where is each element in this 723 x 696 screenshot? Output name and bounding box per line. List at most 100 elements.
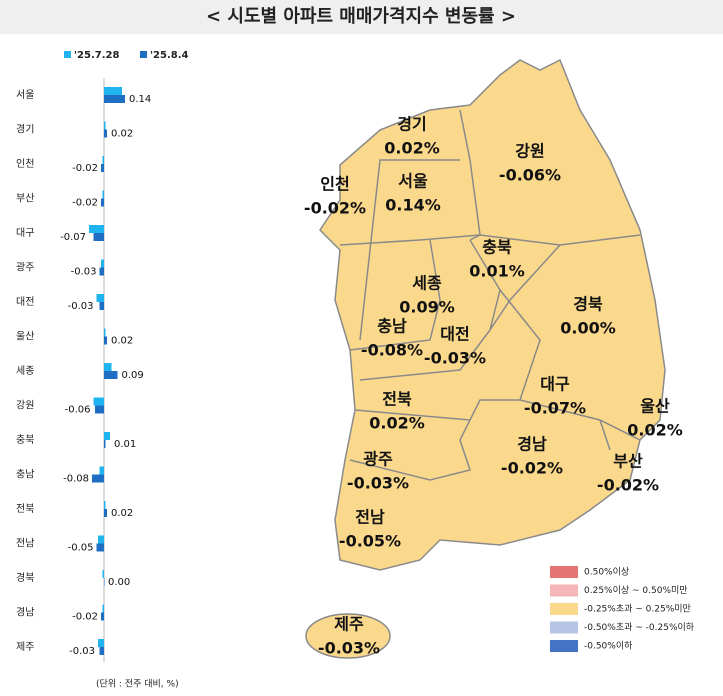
bar	[104, 578, 105, 586]
value-label: 0.02	[111, 129, 133, 140]
region-value: -0.02%	[304, 199, 366, 218]
region-value: 0.00%	[560, 319, 616, 338]
legend-swatch	[140, 51, 147, 58]
bar	[102, 604, 104, 613]
value-label: -0.06	[65, 405, 91, 416]
region-name: 세종	[412, 274, 442, 293]
region-value: 0.09%	[399, 298, 455, 317]
bar	[95, 405, 104, 414]
value-label: 0.14	[129, 94, 151, 105]
value-label: -0.03	[71, 267, 97, 278]
category-label: 대구	[16, 227, 34, 239]
map-jeju	[305, 613, 391, 659]
category-label: 부산	[16, 193, 34, 205]
category-label: 경북	[16, 571, 34, 584]
category-label: 서울	[16, 89, 34, 101]
bar	[92, 474, 104, 483]
bar	[104, 440, 106, 448]
region-name: 부산	[613, 452, 643, 471]
category-label: 인천	[16, 158, 34, 170]
bar	[98, 535, 104, 544]
category-label: 강원	[16, 400, 34, 412]
region-value: 0.02%	[627, 421, 683, 440]
region-name: 광주	[363, 450, 393, 469]
region-value: 0.02%	[369, 414, 425, 433]
bar	[104, 363, 112, 371]
region-name: 경남	[517, 435, 547, 454]
bar	[104, 432, 110, 440]
map-legend-label: 0.50%이상	[584, 567, 629, 578]
region-name: 충북	[482, 238, 512, 257]
category-label: 경남	[16, 606, 34, 619]
region-name: 경기	[397, 115, 426, 134]
map-land	[319, 58, 666, 571]
map	[305, 58, 666, 659]
value-label: -0.02	[72, 198, 98, 209]
value-label: -0.02	[72, 612, 98, 623]
bar	[104, 87, 122, 95]
region-value: -0.08%	[361, 341, 423, 360]
region-name: 전북	[382, 390, 412, 409]
region-name: 제주	[334, 615, 364, 634]
bar	[104, 501, 106, 509]
map-legend-swatch	[550, 584, 578, 597]
category-label: 광주	[16, 262, 34, 274]
region-value: -0.05%	[339, 532, 401, 551]
bar	[102, 156, 104, 164]
region-value: -0.03%	[424, 349, 486, 368]
bar	[99, 647, 104, 655]
value-label: -0.07	[60, 232, 86, 243]
region-name: 서울	[398, 172, 428, 191]
bar	[104, 129, 107, 138]
bar	[102, 570, 104, 578]
value-label: -0.03	[68, 301, 94, 312]
category-label: 경기	[16, 123, 34, 136]
bar	[99, 302, 104, 310]
region-name: 대구	[540, 375, 570, 394]
category-label: 대전	[16, 296, 34, 308]
bar	[104, 336, 107, 345]
region-name: 경북	[573, 295, 603, 314]
region-value: 0.01%	[469, 262, 525, 281]
category-label: 충남	[16, 469, 34, 481]
title: < 시도별 아파트 매매가격지수 변동률 >	[206, 6, 516, 27]
bar	[102, 190, 104, 199]
map-legend-swatch	[550, 621, 578, 634]
bar	[89, 225, 104, 233]
map-legend-label: -0.50%초과 ~ -0.25%이하	[584, 622, 695, 633]
bar	[98, 639, 104, 647]
note: (단위 : 전주 대비, %)	[96, 679, 179, 690]
legend-swatch	[64, 51, 71, 58]
region-name: 대전	[440, 325, 469, 344]
bar	[96, 543, 104, 552]
bar	[104, 121, 106, 130]
value-label: -0.02	[72, 163, 98, 174]
value-label: -0.03	[69, 646, 95, 657]
region-value: 0.02%	[384, 139, 440, 158]
map-legend-swatch	[550, 640, 578, 652]
region-value: -0.02%	[597, 476, 659, 495]
region-name: 전남	[355, 508, 385, 527]
bar	[104, 328, 106, 337]
category-label: 충북	[16, 434, 34, 446]
region-name: 충남	[377, 317, 407, 336]
bar	[104, 371, 118, 379]
value-label: 0.01	[114, 439, 136, 450]
category-label: 전북	[16, 503, 34, 515]
map-borders	[339, 109, 641, 481]
map-legend-label: 0.25%이상 ~ 0.50%미만	[584, 585, 688, 596]
legend-label: '25.7.28	[74, 50, 119, 61]
value-label: -0.05	[68, 543, 94, 554]
value-label: 0.02	[111, 336, 133, 347]
map-legend-label: -0.25%초과 ~ 0.25%미만	[584, 604, 691, 615]
value-label: 0.02	[111, 508, 133, 519]
bar	[99, 267, 104, 276]
bar	[104, 95, 125, 103]
region-value: -0.03%	[347, 474, 409, 493]
bar	[93, 233, 104, 241]
category-label: 세종	[16, 365, 34, 377]
bar	[93, 397, 104, 406]
bar	[101, 198, 104, 207]
region-value: -0.07%	[524, 399, 586, 418]
